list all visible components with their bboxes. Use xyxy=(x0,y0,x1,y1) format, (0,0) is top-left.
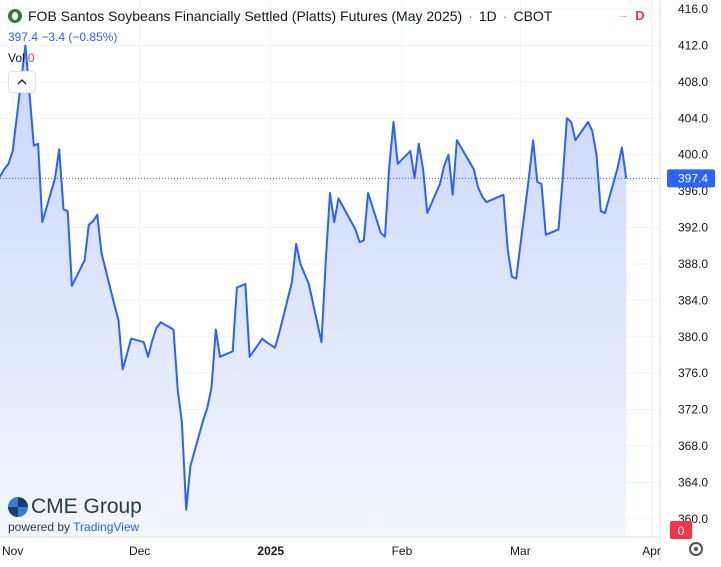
volume-legend: Vol 0 xyxy=(8,51,34,65)
exchange-label: CBOT xyxy=(513,8,553,24)
cme-logo-text: CME Group xyxy=(31,495,142,518)
price-axis[interactable]: 360.0364.0368.0372.0376.0380.0384.0388.0… xyxy=(659,0,708,562)
delayed-data-badge[interactable]: D xyxy=(635,8,645,23)
price-change-readout: 397.4 −3.4 (−0.85%) xyxy=(8,30,118,44)
y-tick-label: 388.0 xyxy=(678,257,708,271)
x-tick-label: Nov xyxy=(2,544,23,558)
axis-badges: 397.40 xyxy=(667,169,715,539)
price-line-series xyxy=(0,44,628,511)
x-tick-label: Apr xyxy=(642,544,661,558)
symbol-logo-icon xyxy=(8,9,22,23)
symbol-title[interactable]: FOB Santos Soybeans Financially Settled … xyxy=(28,8,463,24)
last-price-badge xyxy=(667,169,715,188)
last-price-badge-label: 397.4 xyxy=(678,171,708,185)
x-tick-label: 2025 xyxy=(257,544,284,558)
y-tick-label: 396.0 xyxy=(678,184,708,198)
volume-label: Vol xyxy=(8,51,25,65)
separator: · xyxy=(502,8,508,24)
chart-settings-gear-icon[interactable] xyxy=(689,542,703,556)
chevron-up-icon xyxy=(17,79,27,85)
cme-globe-icon xyxy=(8,497,28,517)
y-tick-label: 368.0 xyxy=(678,439,708,453)
y-tick-label: 416.0 xyxy=(678,2,708,16)
volume-zero-badge xyxy=(670,521,692,539)
powered-prefix: powered by xyxy=(8,520,74,534)
x-tick-label: Feb xyxy=(392,544,413,558)
cme-group-logo[interactable]: CME Group xyxy=(8,495,142,519)
y-tick-label: 372.0 xyxy=(678,403,708,417)
separator: · xyxy=(468,8,473,24)
collapse-legend-button[interactable] xyxy=(8,71,36,93)
y-tick-label: 376.0 xyxy=(678,366,708,380)
y-tick-label: 412.0 xyxy=(678,39,708,53)
y-tick-label: 364.0 xyxy=(678,475,708,489)
time-axis[interactable]: Nov Dec 2025 Feb Mar Apr xyxy=(0,536,661,558)
y-tick-label: 404.0 xyxy=(678,111,708,125)
interval-label[interactable]: 1D xyxy=(478,8,497,24)
price-area-fill xyxy=(0,45,627,537)
x-tick-label: Dec xyxy=(129,544,150,558)
y-tick-label: 392.0 xyxy=(678,221,708,235)
y-tick-label: 408.0 xyxy=(678,75,708,89)
powered-by-tradingview[interactable]: powered by TradingView xyxy=(8,520,139,534)
y-tick-label: 400.0 xyxy=(678,148,708,162)
x-tick-label: Mar xyxy=(510,544,531,558)
volume-value: 0 xyxy=(27,51,35,65)
chart-legend-header: FOB Santos Soybeans Financially Settled … xyxy=(8,8,552,24)
status-dash: – xyxy=(620,8,628,23)
volume-zero-badge-label: 0 xyxy=(678,524,685,538)
y-tick-label: 384.0 xyxy=(678,293,708,307)
market-status: – D xyxy=(620,8,645,23)
tradingview-link[interactable]: TradingView xyxy=(73,520,140,534)
y-tick-label: 380.0 xyxy=(678,330,708,344)
